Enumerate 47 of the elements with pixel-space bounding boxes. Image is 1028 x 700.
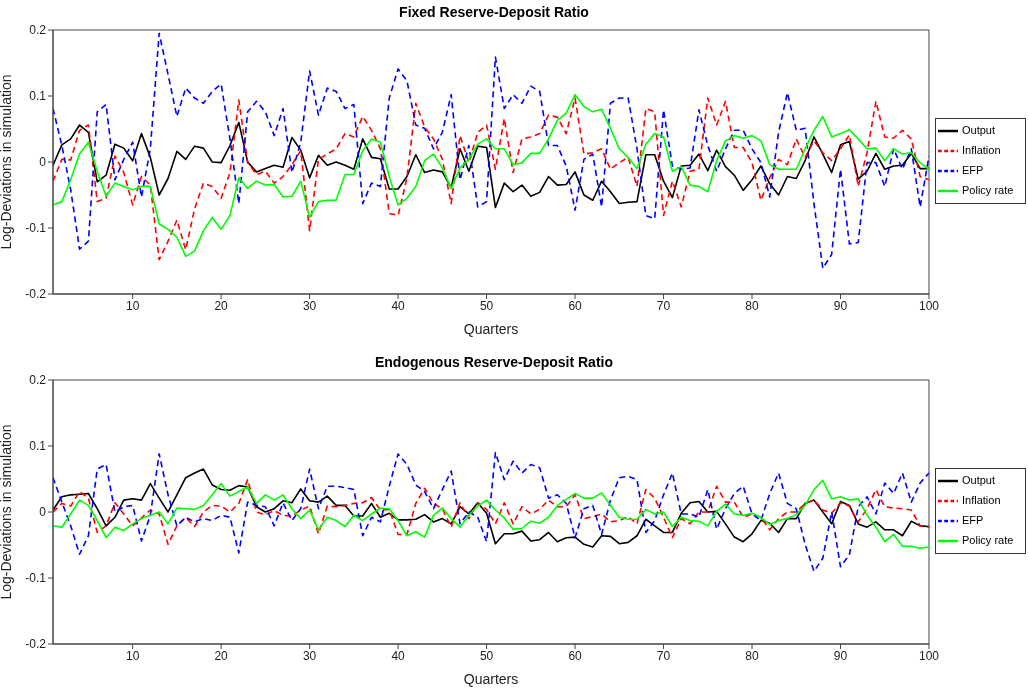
line-series bbox=[53, 451, 929, 573]
y-tick-label: -0.1 bbox=[25, 571, 47, 586]
x-axis-title: Quarters bbox=[463, 671, 519, 687]
x-tick-label: 40 bbox=[391, 648, 406, 663]
y-tick-label: 0 bbox=[39, 155, 47, 170]
x-tick-label: 10 bbox=[125, 648, 140, 663]
legend-label: Inflation bbox=[962, 494, 1001, 507]
legend-label: Policy rate bbox=[962, 184, 1014, 197]
x-tick-label: 20 bbox=[214, 298, 229, 313]
legend-label: Inflation bbox=[962, 144, 1001, 157]
legend-label: Output bbox=[962, 474, 996, 486]
y-tick-label: -0.2 bbox=[25, 637, 47, 652]
legend-label: Output bbox=[962, 124, 996, 136]
x-tick-label: 60 bbox=[568, 648, 583, 663]
line-series bbox=[53, 32, 929, 270]
y-tick-label: -0.2 bbox=[25, 287, 47, 302]
x-tick-label: 20 bbox=[214, 648, 229, 663]
x-axis-title: Quarters bbox=[463, 321, 519, 337]
line-series bbox=[53, 121, 929, 209]
legend-label: Policy rate bbox=[962, 534, 1014, 547]
x-tick-label: 90 bbox=[833, 298, 848, 313]
x-tick-label: 100 bbox=[918, 648, 940, 663]
x-tick-label: 30 bbox=[302, 298, 317, 313]
y-tick-label: 0.2 bbox=[29, 373, 47, 388]
chart-title: Fixed Reserve-Deposit Ratio bbox=[398, 4, 590, 20]
x-tick-label: 10 bbox=[125, 298, 140, 313]
y-axis-title: Log-Deviations in simulation bbox=[0, 74, 14, 250]
x-tick-label: 80 bbox=[745, 298, 760, 313]
chart-title: Endogenous Reserve-Deposit Ratio bbox=[373, 354, 614, 370]
y-tick-label: 0.1 bbox=[29, 89, 47, 104]
x-tick-label: 30 bbox=[302, 648, 317, 663]
x-tick-label: 50 bbox=[479, 648, 494, 663]
y-tick-label: -0.1 bbox=[25, 221, 47, 236]
legend-label: EFP bbox=[962, 514, 984, 527]
x-tick-label: 40 bbox=[391, 298, 406, 313]
x-tick-label: 80 bbox=[745, 648, 760, 663]
y-tick-label: 0.1 bbox=[29, 439, 47, 454]
x-tick-label: 70 bbox=[656, 648, 671, 663]
x-tick-label: 60 bbox=[568, 298, 583, 313]
y-tick-label: 0 bbox=[39, 505, 47, 520]
y-axis-title: Log-Deviations in simulation bbox=[0, 424, 14, 600]
x-tick-label: 50 bbox=[479, 298, 494, 313]
legend-label: EFP bbox=[962, 164, 984, 177]
x-tick-label: 70 bbox=[656, 298, 671, 313]
y-tick-label: 0.2 bbox=[29, 23, 47, 38]
x-tick-label: 90 bbox=[833, 648, 848, 663]
x-tick-label: 100 bbox=[918, 298, 940, 313]
